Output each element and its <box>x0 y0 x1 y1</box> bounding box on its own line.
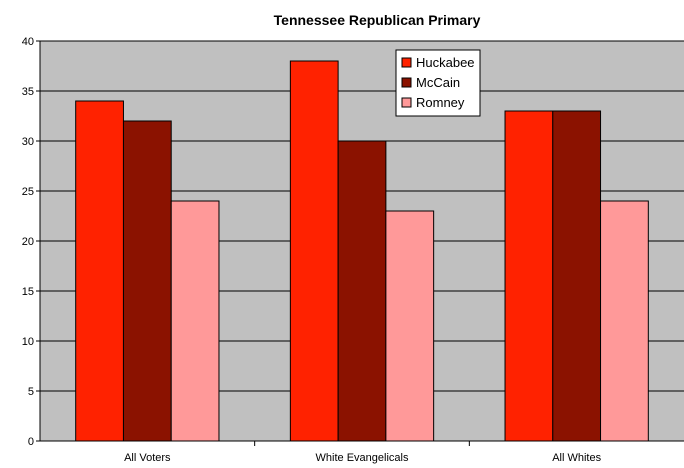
legend: Huckabee McCain Romney <box>395 49 481 117</box>
y-tick-label: 40 <box>22 36 34 48</box>
bar-huckabee-all-voters <box>75 100 124 442</box>
y-tick-label: 30 <box>22 136 34 148</box>
y-tick-label: 35 <box>22 86 34 98</box>
bar-romney-all-voters <box>170 200 220 442</box>
bar-huckabee-all-whites <box>504 110 554 442</box>
y-tick-label: 0 <box>28 436 34 448</box>
bar-mccain-all-whites <box>552 110 602 442</box>
x-tick-label: White Evangelicals <box>316 452 409 464</box>
bar-mccain-all-voters <box>122 120 172 442</box>
y-tick-label: 10 <box>22 336 34 348</box>
bar-huckabee-white-evangelicals <box>289 60 339 442</box>
bar-mccain-white-evangelicals <box>337 140 387 442</box>
plot-area: 0 5 10 15 20 25 30 35 40 All Voters White Evangeli… <box>22 36 684 464</box>
y-tick-label: 20 <box>22 236 34 248</box>
legend-swatch-huckabee <box>401 57 412 68</box>
legend-label-romney: Romney <box>416 95 465 110</box>
bar-romney-all-whites <box>600 200 649 442</box>
legend-swatch-romney <box>401 97 412 108</box>
legend-label-mccain: McCain <box>416 75 460 90</box>
x-tick-label: All Whites <box>552 452 601 464</box>
bar-romney-white-evangelicals <box>385 210 435 442</box>
y-tick-label: 25 <box>22 186 34 198</box>
y-tick-label: 15 <box>22 286 34 298</box>
chart-title: Tennessee Republican Primary <box>274 12 481 28</box>
x-tick-label: All Voters <box>124 452 171 464</box>
legend-label-huckabee: Huckabee <box>416 55 475 70</box>
legend-swatch-mccain <box>401 77 412 88</box>
y-tick-label: 5 <box>28 386 34 398</box>
